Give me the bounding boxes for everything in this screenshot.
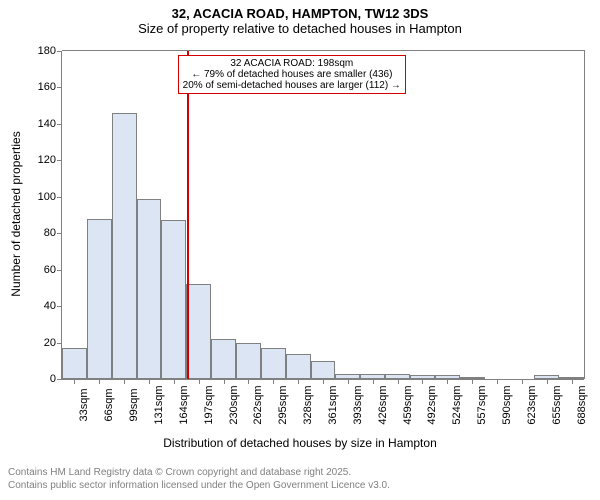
histogram-bar bbox=[62, 348, 87, 379]
histogram-bar bbox=[360, 374, 385, 379]
x-tick-label: 492sqm bbox=[422, 385, 438, 424]
x-tick bbox=[149, 379, 150, 384]
x-tick-label: 197sqm bbox=[199, 385, 215, 424]
histogram-bar bbox=[435, 375, 460, 379]
y-axis-title: Number of detached properties bbox=[9, 50, 23, 378]
x-tick-label: 459sqm bbox=[398, 385, 414, 424]
y-tick bbox=[57, 379, 62, 380]
y-tick bbox=[57, 51, 62, 52]
x-tick bbox=[199, 379, 200, 384]
x-tick bbox=[572, 379, 573, 384]
x-axis-title: Distribution of detached houses by size … bbox=[0, 436, 600, 450]
x-tick-label: 426sqm bbox=[373, 385, 389, 424]
footer-line-2: Contains public sector information licen… bbox=[8, 480, 390, 493]
histogram-bar bbox=[559, 377, 584, 379]
footer-attribution: Contains HM Land Registry data © Crown c… bbox=[8, 467, 390, 492]
x-tick bbox=[422, 379, 423, 384]
histogram-bar bbox=[385, 374, 410, 379]
footer-line-1: Contains HM Land Registry data © Crown c… bbox=[8, 467, 390, 480]
x-tick bbox=[99, 379, 100, 384]
x-tick-label: 131sqm bbox=[149, 385, 165, 424]
x-tick-label: 590sqm bbox=[497, 385, 513, 424]
histogram-bar bbox=[87, 219, 112, 379]
x-tick bbox=[248, 379, 249, 384]
histogram-bar bbox=[186, 284, 211, 379]
histogram-bar bbox=[236, 343, 261, 379]
x-tick-label: 524sqm bbox=[447, 385, 463, 424]
x-tick bbox=[273, 379, 274, 384]
y-tick bbox=[57, 87, 62, 88]
histogram-bar bbox=[460, 377, 485, 379]
histogram-bar bbox=[311, 361, 336, 379]
chart-title-main: 32, ACACIA ROAD, HAMPTON, TW12 3DS bbox=[0, 6, 600, 21]
x-tick bbox=[298, 379, 299, 384]
x-tick bbox=[323, 379, 324, 384]
x-tick-label: 99sqm bbox=[124, 388, 140, 421]
x-tick-label: 230sqm bbox=[224, 385, 240, 424]
x-tick-label: 655sqm bbox=[547, 385, 563, 424]
y-tick bbox=[57, 197, 62, 198]
x-tick bbox=[74, 379, 75, 384]
y-axis-line bbox=[61, 51, 62, 379]
histogram-bar bbox=[410, 375, 435, 379]
x-tick-label: 361sqm bbox=[323, 385, 339, 424]
x-tick bbox=[124, 379, 125, 384]
histogram-bar bbox=[137, 199, 162, 379]
x-tick-label: 623sqm bbox=[522, 385, 538, 424]
annotation-line: 20% of semi-detached houses are larger (… bbox=[183, 80, 401, 91]
histogram-bar bbox=[534, 375, 559, 379]
x-tick-label: 295sqm bbox=[273, 385, 289, 424]
property-size-marker-line bbox=[187, 51, 189, 379]
plot-area: 02040608010012014016018033sqm66sqm99sqm1… bbox=[62, 50, 585, 379]
x-tick-label: 66sqm bbox=[99, 388, 115, 421]
x-tick-label: 393sqm bbox=[348, 385, 364, 424]
y-tick bbox=[57, 160, 62, 161]
x-tick-label: 262sqm bbox=[248, 385, 264, 424]
histogram-bar bbox=[335, 374, 360, 379]
x-tick bbox=[447, 379, 448, 384]
histogram-bar bbox=[261, 348, 286, 379]
x-tick-label: 33sqm bbox=[74, 388, 90, 421]
x-tick bbox=[472, 379, 473, 384]
annotation-line: ← 79% of detached houses are smaller (43… bbox=[183, 69, 401, 80]
x-tick bbox=[224, 379, 225, 384]
y-tick bbox=[57, 233, 62, 234]
x-tick-label: 328sqm bbox=[298, 385, 314, 424]
histogram-bar bbox=[161, 220, 186, 379]
x-tick-label: 557sqm bbox=[472, 385, 488, 424]
x-tick bbox=[398, 379, 399, 384]
x-tick bbox=[497, 379, 498, 384]
y-tick bbox=[57, 270, 62, 271]
x-tick bbox=[348, 379, 349, 384]
x-tick bbox=[547, 379, 548, 384]
x-tick-label: 688sqm bbox=[572, 385, 588, 424]
histogram-bar bbox=[211, 339, 236, 379]
chart-title-block: 32, ACACIA ROAD, HAMPTON, TW12 3DS Size … bbox=[0, 6, 600, 36]
chart-title-sub: Size of property relative to detached ho… bbox=[0, 21, 600, 36]
y-tick bbox=[57, 124, 62, 125]
y-tick bbox=[57, 306, 62, 307]
x-tick-label: 164sqm bbox=[174, 385, 190, 424]
histogram-bar bbox=[286, 354, 311, 380]
y-tick bbox=[57, 343, 62, 344]
histogram-bar bbox=[112, 113, 137, 379]
x-tick bbox=[373, 379, 374, 384]
x-tick bbox=[174, 379, 175, 384]
comparison-annotation-box: 32 ACACIA ROAD: 198sqm← 79% of detached … bbox=[178, 55, 406, 94]
x-tick bbox=[522, 379, 523, 384]
annotation-line: 32 ACACIA ROAD: 198sqm bbox=[183, 58, 401, 69]
